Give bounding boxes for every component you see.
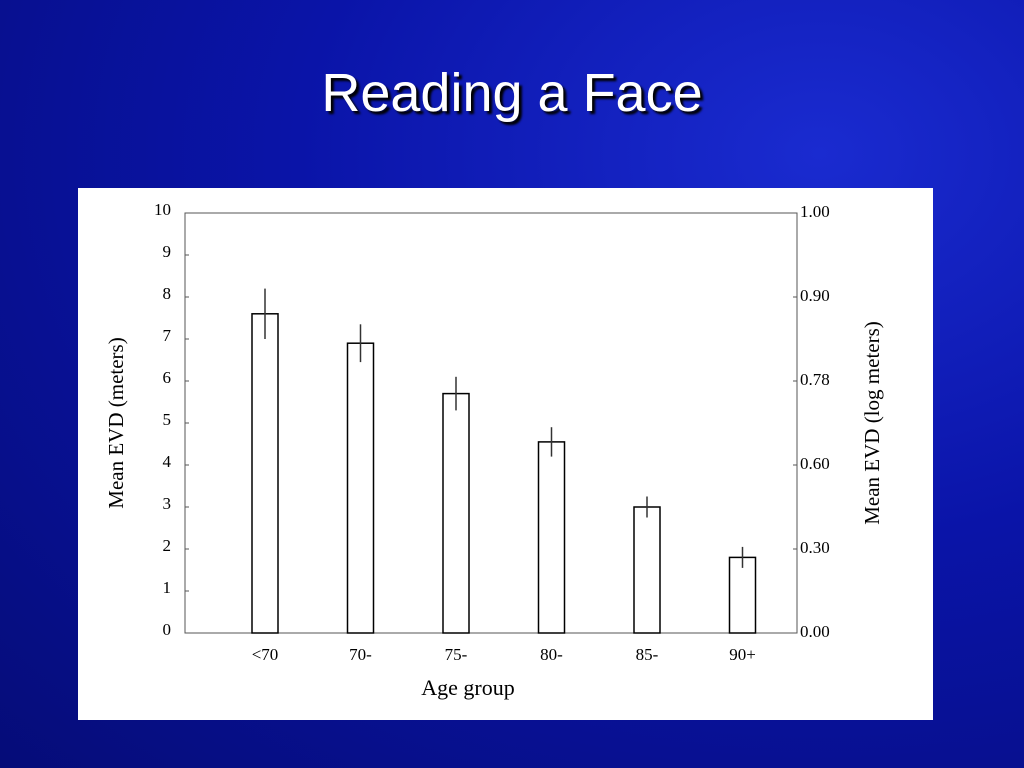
x-tick-label: <70 xyxy=(252,645,279,664)
y2-tick-label: 0.60 xyxy=(800,454,830,473)
y2-tick-label: 0.90 xyxy=(800,286,830,305)
x-axis-label: Age group xyxy=(421,675,514,700)
bar xyxy=(537,441,566,634)
y-tick-label: 8 xyxy=(163,284,172,303)
y2-tick-label: 0.00 xyxy=(800,622,830,641)
x-tick-label: 90+ xyxy=(729,645,756,664)
y-tick-label: 9 xyxy=(163,242,172,261)
y-tick-label: 4 xyxy=(163,452,172,471)
y-tick-label: 1 xyxy=(163,578,172,597)
bar xyxy=(346,342,375,634)
y2-axis-label: Mean EVD (log meters) xyxy=(860,321,884,525)
x-tick-label: 80- xyxy=(540,645,563,664)
y-tick-label: 10 xyxy=(154,200,171,219)
bar xyxy=(442,392,470,634)
chart: Age group Mean EVD (meters) Mean EVD (lo… xyxy=(78,188,933,720)
y-tick-label: 6 xyxy=(163,368,172,387)
bar xyxy=(728,556,757,634)
x-tick-label: 75- xyxy=(445,645,468,664)
x-tick-label: 85- xyxy=(636,645,659,664)
y-tick-label: 7 xyxy=(163,326,172,345)
y-tick-label: 2 xyxy=(163,536,172,555)
y-axis-label: Mean EVD (meters) xyxy=(104,337,128,508)
bar xyxy=(633,506,661,634)
y2-tick-label: 0.30 xyxy=(800,538,830,557)
y2-tick-label: 0.78 xyxy=(800,370,830,389)
y-tick-label: 5 xyxy=(163,410,172,429)
y-tick-label: 3 xyxy=(163,494,172,513)
y-tick-label: 0 xyxy=(163,620,172,639)
slide-title: Reading a Face xyxy=(321,63,703,123)
x-tick-label: 70- xyxy=(349,645,372,664)
chart-background xyxy=(78,188,933,720)
y2-tick-label: 1.00 xyxy=(800,202,830,221)
bar xyxy=(251,313,279,634)
